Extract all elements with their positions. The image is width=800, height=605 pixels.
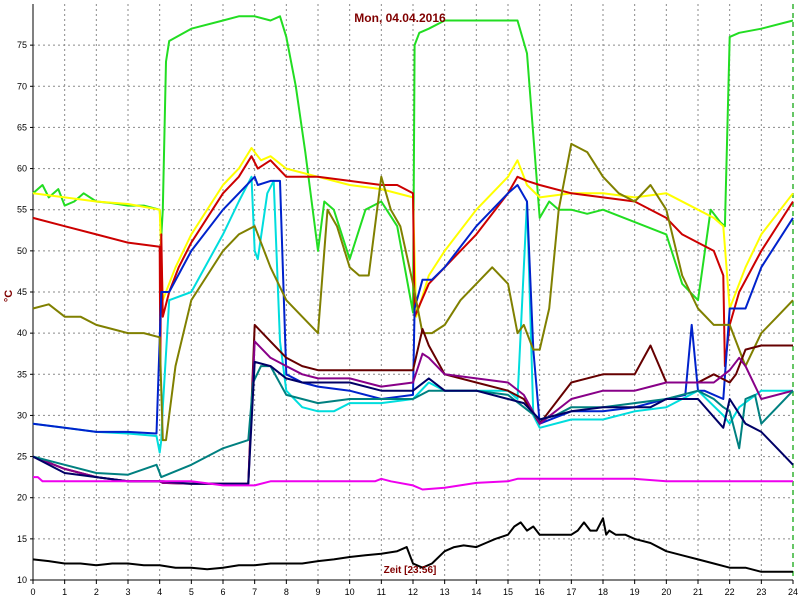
x-tick-label: 21 bbox=[693, 587, 703, 597]
y-tick-label: 45 bbox=[17, 287, 27, 297]
y-tick-label: 25 bbox=[17, 452, 27, 462]
x-tick-label: 16 bbox=[535, 587, 545, 597]
x-axis-label: Zeit [23:56] bbox=[384, 565, 437, 576]
series-line-3 bbox=[32, 155, 794, 368]
series-group bbox=[32, 15, 794, 573]
series-line-12 bbox=[32, 517, 793, 573]
axes: 0 1 2 3 4 5 6 7 8 9 10 11 12 13 14 15 16 17 18 19 20 21 22 23 24… bbox=[17, 4, 798, 597]
y-tick-label: 55 bbox=[17, 205, 27, 215]
chart-title: Mon, 04.04.2016 bbox=[354, 11, 446, 25]
y-tick-label: 10 bbox=[17, 575, 27, 585]
y-axis-label: °C bbox=[3, 290, 15, 302]
x-tick-label: 3 bbox=[125, 587, 130, 597]
y-tick-label: 15 bbox=[17, 534, 27, 544]
y-tick-label: 75 bbox=[17, 40, 27, 50]
x-tick-label: 19 bbox=[630, 587, 640, 597]
x-tick-label: 11 bbox=[377, 587, 386, 597]
y-tick-label: 50 bbox=[17, 246, 27, 256]
y-tick-label: 70 bbox=[17, 81, 27, 91]
x-tick-label: 17 bbox=[566, 587, 576, 597]
x-tick-label: 15 bbox=[503, 587, 513, 597]
series-line-5 bbox=[32, 175, 794, 435]
series-line-2 bbox=[32, 147, 794, 318]
series-line-10 bbox=[32, 360, 794, 485]
x-tick-label: 13 bbox=[440, 587, 450, 597]
x-tick-label: 4 bbox=[157, 587, 162, 597]
x-tick-label: 18 bbox=[598, 587, 608, 597]
x-tick-label: 6 bbox=[220, 587, 225, 597]
x-tick-label: 14 bbox=[471, 587, 481, 597]
series-line-11 bbox=[33, 476, 793, 491]
series-line-6 bbox=[32, 142, 794, 442]
y-tick-label: 35 bbox=[17, 369, 27, 379]
x-tick-label: 8 bbox=[284, 587, 289, 597]
y-tick-label: 20 bbox=[17, 493, 27, 503]
x-tick-label: 20 bbox=[661, 587, 671, 597]
y-tick-label: 60 bbox=[17, 164, 27, 174]
x-tick-label: 23 bbox=[756, 587, 766, 597]
x-tick-label: 0 bbox=[30, 587, 35, 597]
y-tick-label: 30 bbox=[17, 410, 27, 420]
x-tick-label: 12 bbox=[408, 587, 418, 597]
y-tick-label: 65 bbox=[17, 122, 27, 132]
x-tick-label: 5 bbox=[189, 587, 194, 597]
x-tick-label: 22 bbox=[725, 587, 735, 597]
x-tick-label: 7 bbox=[252, 587, 257, 597]
x-tick-label: 9 bbox=[315, 587, 320, 597]
x-tick-label: 10 bbox=[345, 587, 355, 597]
y-tick-label: 40 bbox=[17, 328, 27, 338]
x-tick-label: 1 bbox=[62, 587, 67, 597]
x-tick-label: 2 bbox=[94, 587, 99, 597]
x-tick-label: 24 bbox=[788, 587, 798, 597]
